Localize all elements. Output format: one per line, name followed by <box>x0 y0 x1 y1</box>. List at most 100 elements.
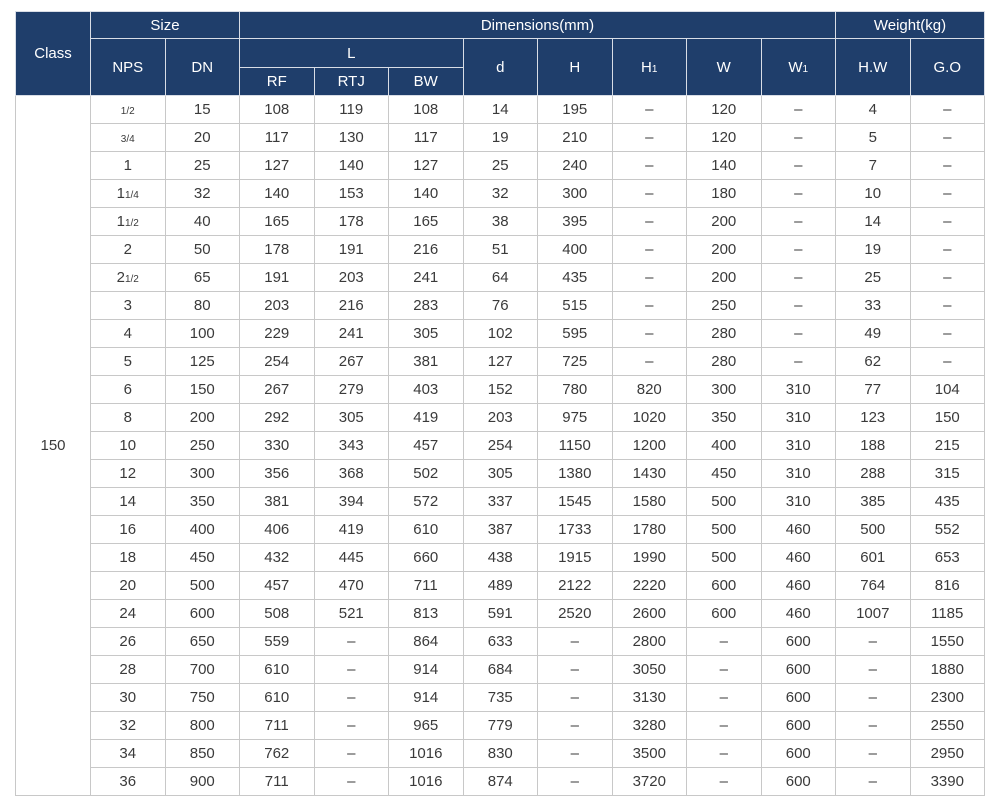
value-cell: 200 <box>164 403 240 432</box>
value-cell: 165 <box>388 207 464 236</box>
value-cell: 62 <box>835 347 911 376</box>
nps-whole: 2 <box>116 269 125 286</box>
value-cell: – <box>611 319 687 348</box>
value-cell: 4 <box>835 95 911 124</box>
value-cell: – <box>760 291 836 320</box>
value-cell: 1150 <box>537 431 613 460</box>
value-cell: 457 <box>239 571 315 600</box>
header-cell: L <box>239 38 464 68</box>
value-cell: 500 <box>686 543 762 572</box>
value-cell: 50 <box>164 235 240 264</box>
value-cell: 150 <box>909 403 985 432</box>
value-cell: – <box>611 95 687 124</box>
value-cell: 80 <box>164 291 240 320</box>
header-cell: Class <box>15 11 91 96</box>
value-cell: 350 <box>686 403 762 432</box>
value-cell: 241 <box>313 319 389 348</box>
value-cell: 600 <box>760 627 836 656</box>
value-cell: 337 <box>462 487 538 516</box>
value-cell: 1550 <box>909 627 985 656</box>
value-cell: – <box>537 711 613 740</box>
value-cell: 600 <box>760 683 836 712</box>
value-cell: 432 <box>239 543 315 572</box>
value-cell: 735 <box>462 683 538 712</box>
value-cell: 500 <box>686 515 762 544</box>
value-cell: 310 <box>760 487 836 516</box>
value-cell: 762 <box>239 739 315 768</box>
value-cell: – <box>313 627 389 656</box>
nps-cell: 20 <box>90 571 166 600</box>
nps-cell: 11/2 <box>90 207 166 236</box>
value-cell: 2950 <box>909 739 985 768</box>
value-cell: 180 <box>686 179 762 208</box>
value-cell: 14 <box>462 95 538 124</box>
nps-cell: 18 <box>90 543 166 572</box>
value-cell: – <box>313 767 389 796</box>
value-cell: – <box>909 123 985 152</box>
table-row: 6 150 267 279 403 152 780 820 300 310 77 104 <box>16 375 985 404</box>
value-cell: 489 <box>462 571 538 600</box>
value-cell: 914 <box>388 683 464 712</box>
value-cell: 595 <box>537 319 613 348</box>
value-cell: 435 <box>909 487 985 516</box>
value-cell: – <box>537 739 613 768</box>
value-cell: 108 <box>388 95 464 124</box>
value-cell: – <box>537 627 613 656</box>
table-row: 8 200 292 305 419 203 975 1020 350 310 123 150 <box>16 403 985 432</box>
value-cell: 600 <box>760 655 836 684</box>
table-row: 11/2 40 165 178 165 38 395–200–14– <box>16 207 985 236</box>
table-row: 36 900 711–1016 874–3720–600–3390 <box>16 767 985 796</box>
value-cell: 600 <box>686 571 762 600</box>
value-cell: – <box>313 683 389 712</box>
value-cell: 381 <box>239 487 315 516</box>
value-cell: 633 <box>462 627 538 656</box>
value-cell: 120 <box>686 123 762 152</box>
value-cell: 310 <box>760 459 836 488</box>
nps-cell: 24 <box>90 599 166 628</box>
value-cell: 572 <box>388 487 464 516</box>
value-cell: 203 <box>462 403 538 432</box>
value-cell: 279 <box>313 375 389 404</box>
header-cell: RF <box>239 67 315 96</box>
value-cell: 3280 <box>611 711 687 740</box>
value-cell: 283 <box>388 291 464 320</box>
value-cell: 127 <box>239 151 315 180</box>
nps-whole: 1 <box>116 213 125 230</box>
header-main: W <box>788 58 803 76</box>
value-cell: 403 <box>388 375 464 404</box>
nps-fraction: 3/4 <box>120 134 135 145</box>
nps-cell: 3 <box>90 291 166 320</box>
value-cell: 2550 <box>909 711 985 740</box>
nps-fraction: 1/2 <box>120 106 135 117</box>
value-cell: 20 <box>164 123 240 152</box>
header-main: H <box>641 58 652 76</box>
value-cell: 140 <box>686 151 762 180</box>
value-cell: – <box>686 627 762 656</box>
value-cell: 965 <box>388 711 464 740</box>
nps-fraction: 1/4 <box>124 190 139 201</box>
value-cell: 406 <box>239 515 315 544</box>
value-cell: 140 <box>239 179 315 208</box>
value-cell: 3390 <box>909 767 985 796</box>
value-cell: 813 <box>388 599 464 628</box>
value-cell: 559 <box>239 627 315 656</box>
value-cell: 1007 <box>835 599 911 628</box>
value-cell: – <box>611 151 687 180</box>
table-row: 26 650 559–864 633–2800–600–1550 <box>16 627 985 656</box>
table-row: 32 800 711–965 779–3280–600–2550 <box>16 711 985 740</box>
value-cell: 140 <box>313 151 389 180</box>
value-cell: 1915 <box>537 543 613 572</box>
value-cell: – <box>909 291 985 320</box>
header-cell: W <box>686 38 762 96</box>
value-cell: 500 <box>835 515 911 544</box>
nps-cell: 21/2 <box>90 263 166 292</box>
nps-cell: 11/4 <box>90 179 166 208</box>
nps-whole: 1 <box>116 185 125 202</box>
value-cell: 288 <box>835 459 911 488</box>
value-cell: 292 <box>239 403 315 432</box>
table-row: 5 125 254 267 381 127 725–280–62– <box>16 347 985 376</box>
value-cell: 165 <box>239 207 315 236</box>
value-cell: 1545 <box>537 487 613 516</box>
value-cell: 1200 <box>611 431 687 460</box>
value-cell: – <box>760 123 836 152</box>
